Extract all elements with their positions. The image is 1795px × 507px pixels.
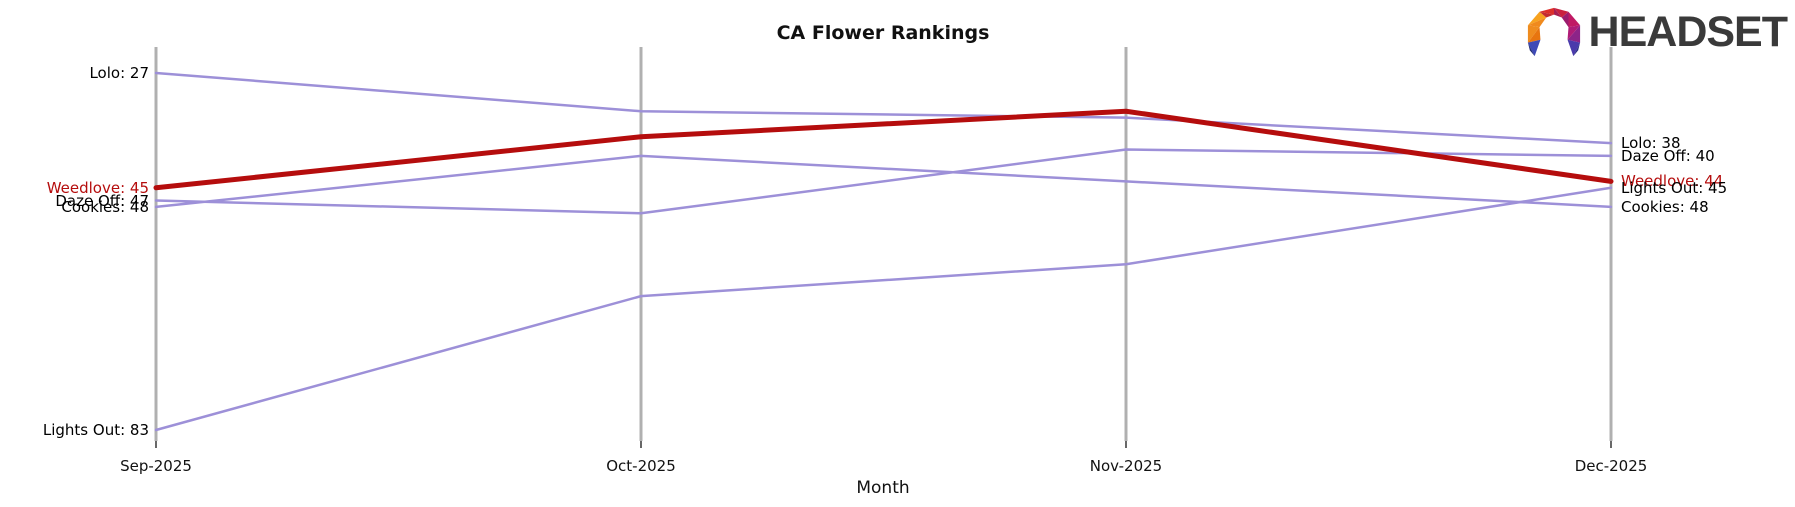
x-tick-label-dec-2025: Dec-2025: [1574, 457, 1648, 475]
chart-title: CA Flower Rankings: [776, 22, 990, 44]
headset-logo: HEADSET: [1525, 6, 1788, 58]
series-line-daze-off: [154, 148, 1613, 215]
series-line-weedlove: [153, 108, 1614, 191]
right-endpoint-label-cookies: Cookies: 48: [1621, 197, 1709, 216]
series-line-cookies: [154, 154, 1613, 209]
left-endpoint-label-daze-off: Daze Off: 47: [55, 191, 149, 210]
right-endpoint-label-daze-off: Daze Off: 40: [1621, 146, 1715, 165]
x-tick-label-nov-2025: Nov-2025: [1089, 457, 1163, 475]
series-line-lolo: [154, 71, 1613, 145]
left-endpoint-label-lolo: Lolo: 27: [89, 64, 149, 82]
headset-logo-icon: [1527, 7, 1580, 57]
left-endpoint-label-lights-out: Lights Out: 83: [42, 421, 149, 439]
x-tick-label-sep-2025: Sep-2025: [120, 457, 192, 475]
x-axis-title: Month: [856, 478, 910, 498]
x-tick-label-oct-2025: Oct-2025: [606, 457, 676, 475]
series-line-lights-out: [154, 186, 1613, 432]
left-endpoint-label-cookies: Cookies: 48: [61, 197, 149, 216]
right-endpoint-label-lolo: Lolo: 38: [1621, 134, 1681, 153]
right-endpoint-label-lights-out: Lights Out: 45: [1621, 178, 1728, 197]
right-endpoint-label-weedlove: Weedlove: 44: [1621, 172, 1724, 191]
left-endpoint-label-weedlove: Weedlove: 45: [46, 178, 149, 197]
headset-logo-text: HEADSET: [1588, 7, 1788, 56]
